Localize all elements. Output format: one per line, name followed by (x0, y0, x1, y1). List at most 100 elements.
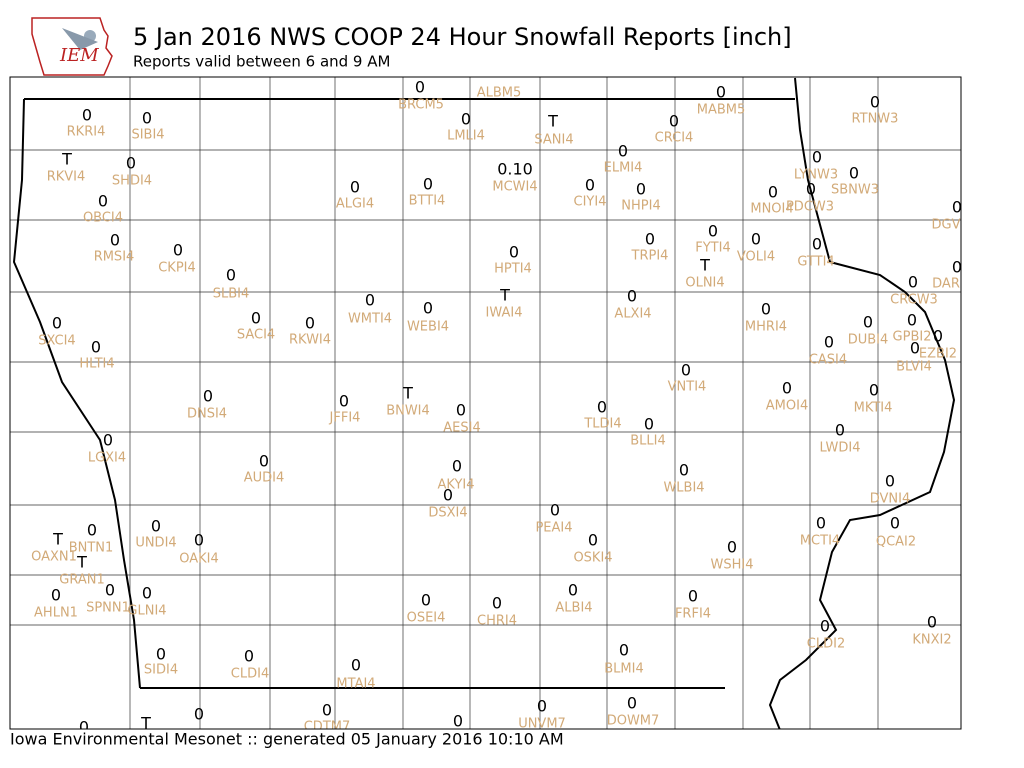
station-id: LYNW3 (794, 168, 838, 183)
station-id: OSKI4 (573, 551, 612, 566)
snowfall-value: 0 (350, 178, 360, 197)
station-id: BLVI4 (896, 360, 932, 375)
snowfall-value: 0 (681, 361, 691, 380)
snowfall-value: 0 (863, 313, 873, 332)
station-id: CASI4 (809, 353, 847, 368)
station-id: MTAI4 (336, 677, 375, 692)
station-id: SIBI4 (131, 128, 164, 143)
snowfall-value: 0 (103, 431, 113, 450)
snowfall-value: 0 (812, 148, 822, 167)
station-id: LWDI4 (819, 441, 860, 456)
station-id: UNDI4 (135, 536, 176, 551)
snowfall-value: T (52, 530, 63, 549)
station-id: DGV (932, 218, 961, 233)
snowfall-value: 0 (423, 299, 433, 318)
station-id: SACI4 (237, 328, 275, 343)
station-id: TLDI4 (583, 417, 621, 432)
snowfall-value: 0 (619, 641, 629, 660)
snowfall-value: 0 (98, 192, 108, 211)
snowfall-value: 0 (908, 273, 918, 292)
snowfall-value: 0 (588, 531, 598, 550)
county-lines (10, 77, 961, 729)
station-id: PDCW3 (786, 200, 834, 215)
station-id: HPTI4 (494, 262, 532, 277)
station-id: BLMI4 (604, 662, 643, 677)
station-id: OBCI4 (83, 211, 123, 226)
station-id: EZBI2 (919, 347, 957, 362)
station-id: GPBI2 (893, 330, 932, 345)
snowfall-value: 0 (669, 112, 679, 131)
snowfall-value: 0 (816, 514, 826, 533)
snowfall-value: 0 (110, 231, 120, 250)
station-id: MNOI4 (750, 202, 793, 217)
station-id: OLNI4 (685, 276, 724, 291)
station-id: RKRI4 (67, 125, 106, 140)
station-id: UNVM7 (518, 717, 566, 732)
snowfall-value: 0 (244, 647, 254, 666)
snowfall-value: 0 (869, 381, 879, 400)
station-id: CKPI4 (158, 261, 196, 276)
station-id: VNTI4 (668, 380, 707, 395)
station-id: MCWI4 (492, 180, 537, 195)
station-id: SLBI4 (213, 287, 250, 302)
snowfall-value: 0 (636, 180, 646, 199)
snowfall-value: 0 (568, 581, 578, 600)
station-id: OAKI4 (179, 552, 219, 567)
station-id: OSEI4 (407, 611, 446, 626)
station-id: AMOI4 (766, 399, 808, 414)
station-id: ALBI4 (555, 601, 592, 616)
snowfall-value: 0 (820, 617, 830, 636)
station-id: LMLI4 (447, 129, 485, 144)
snowfall-value: T (402, 384, 413, 403)
station-id: CLDI4 (231, 667, 269, 682)
subtitle: Reports valid between 6 and 9 AM (133, 53, 390, 71)
station-id: JFFI4 (329, 411, 361, 426)
station-id: CLDI2 (807, 637, 845, 652)
station-id: AUDI4 (244, 471, 285, 486)
snowfall-value: 0 (716, 83, 726, 102)
snowfall-value: 0 (226, 266, 236, 285)
snowfall-value: 0 (91, 338, 101, 357)
station-id: AKYI4 (437, 478, 474, 493)
snowfall-value: 0 (849, 164, 859, 183)
station-id: ALGI4 (336, 197, 374, 212)
stations: 0 BRCM5 ALBM5 0 MABM5 0 RKRI4 0 SIBI4 0 LMLI4 T SANI… (31, 78, 962, 735)
snowfall-value: 0 (927, 613, 937, 632)
station-id: LGXI4 (88, 451, 126, 466)
logo-text: IEM (59, 45, 99, 66)
snowfall-value: 0 (443, 486, 453, 505)
title: 5 Jan 2016 NWS COOP 24 Hour Snowfall Rep… (133, 23, 792, 51)
snowfall-value: 0 (194, 705, 204, 724)
snowfall-value: 0 (351, 656, 361, 675)
snowfall-value: 0 (456, 401, 466, 420)
station-id: VOLI4 (737, 250, 775, 265)
snowfall-value: 0 (835, 421, 845, 440)
station-id: RMSI4 (94, 250, 135, 265)
station-id: FYTI4 (695, 241, 730, 256)
state-border (12, 77, 956, 729)
snowfall-value: 0 (105, 581, 115, 600)
station-id: GRAN1 (59, 573, 104, 588)
station-id: GLNI4 (127, 604, 166, 619)
station-id: ELMI4 (604, 161, 643, 176)
station-id: MHRI4 (745, 320, 787, 335)
station-id: SHDI4 (112, 174, 152, 189)
station-id: CDTM7 (304, 720, 351, 735)
snowfall-value: 0 (585, 176, 595, 195)
snowfall-value: 0 (952, 198, 962, 217)
snowfall-value: 0 (782, 379, 792, 398)
station-id: CHRI4 (477, 614, 517, 629)
snowfall-value: 0 (644, 415, 654, 434)
snowfall-value: 0 (952, 258, 962, 277)
snowfall-value: T (499, 286, 510, 305)
snowfall-value: 0 (305, 314, 315, 333)
snowfall-value: 0 (708, 222, 718, 241)
snowfall-value: 0 (203, 387, 213, 406)
station-id: BRCM5 (398, 98, 444, 113)
snowfall-value: 0 (885, 472, 895, 491)
snowfall-value: 0 (890, 514, 900, 533)
station-id: KNXI2 (912, 633, 951, 648)
snowfall-value: T (140, 714, 151, 733)
